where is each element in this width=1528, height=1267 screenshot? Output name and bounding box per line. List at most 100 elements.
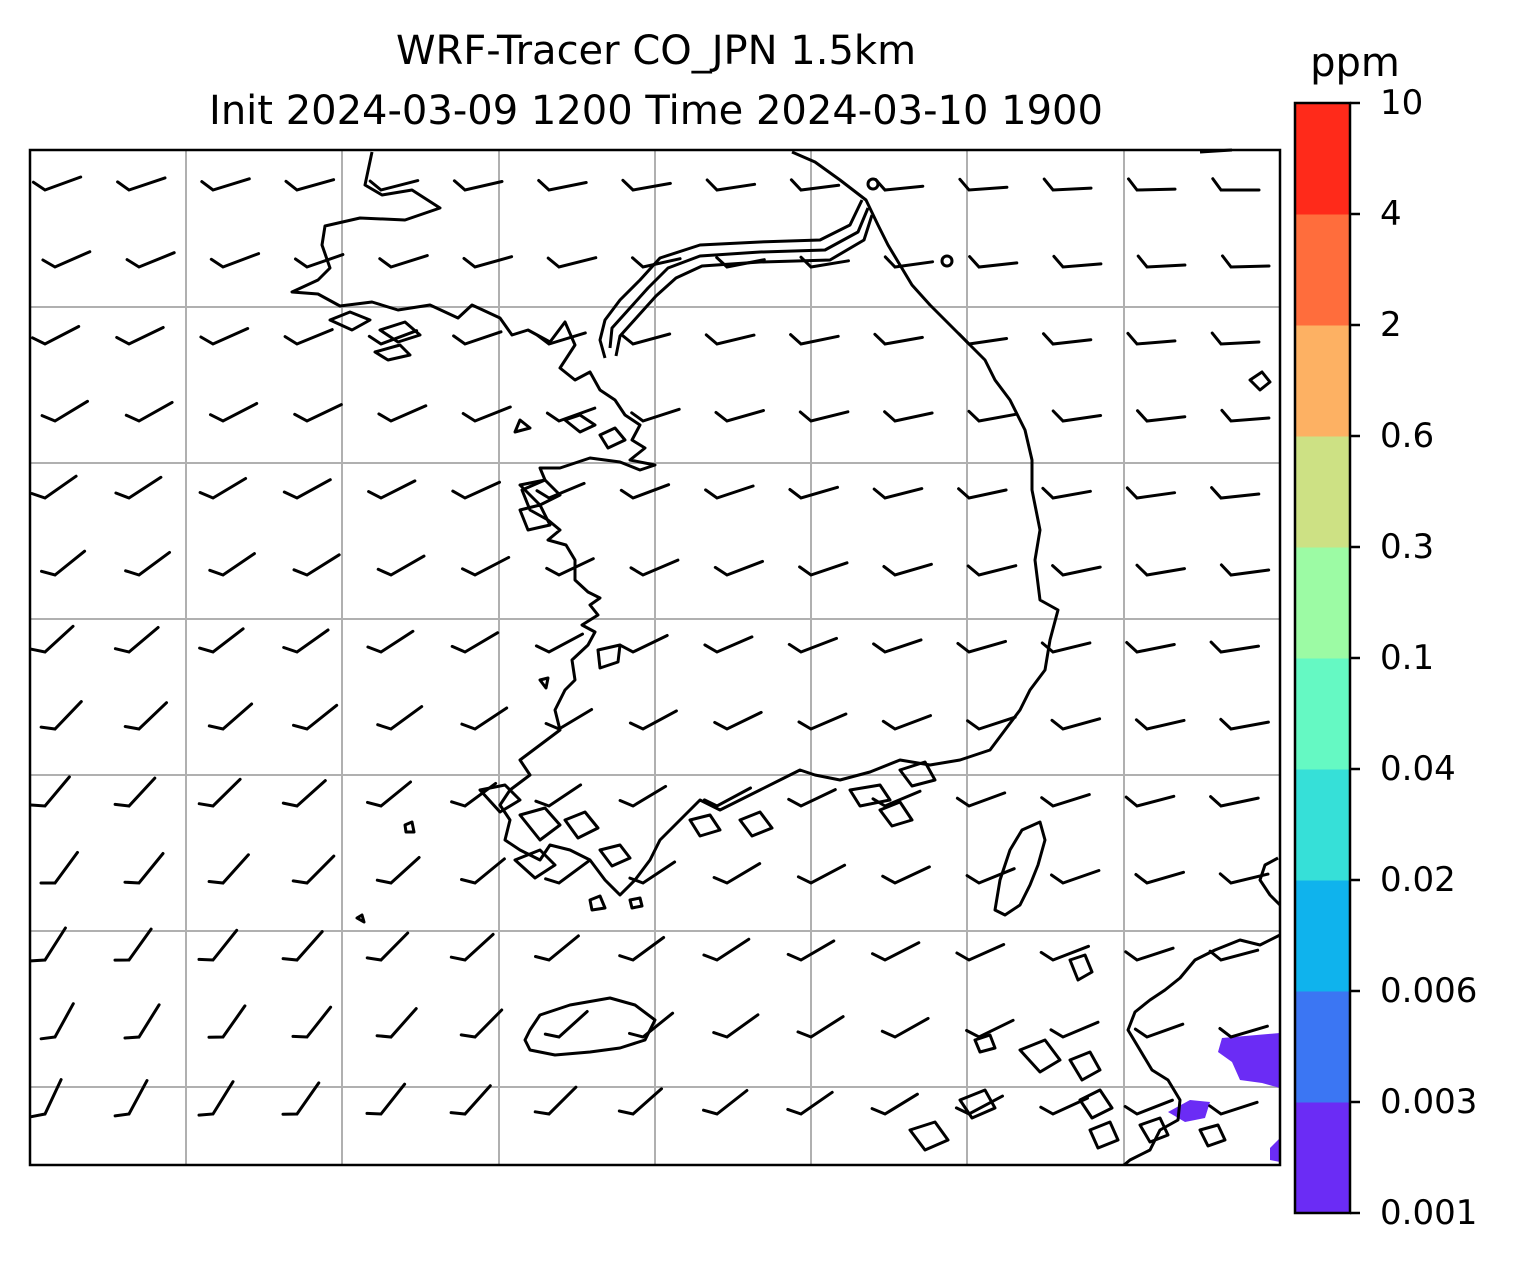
- colorbar-segment: [1295, 103, 1350, 215]
- wind-barb: [629, 558, 680, 577]
- wind-barb: [787, 788, 837, 808]
- colorbar-tick-label: 0.6: [1380, 416, 1435, 456]
- wind-barb: [198, 477, 248, 500]
- wind-barb: [449, 1084, 492, 1116]
- wind-barb: [787, 636, 838, 654]
- wind-barb: [282, 478, 332, 500]
- map-border: [28, 148, 1282, 1167]
- wind-barb: [1208, 948, 1260, 962]
- wind-barb: [798, 410, 850, 423]
- wind-barb: [200, 177, 251, 192]
- wind-barb: [797, 712, 848, 731]
- wind-barb: [546, 256, 598, 269]
- wind-barb: [536, 331, 587, 346]
- wind-barb: [123, 852, 165, 885]
- wind-barb: [967, 409, 1018, 423]
- wind-barb: [628, 709, 678, 731]
- colorbar-tick-label: 0.02: [1380, 860, 1456, 900]
- wind-barb: [365, 931, 410, 962]
- wind-barb: [543, 1010, 589, 1039]
- wind-barb: [208, 552, 256, 577]
- wind-barb: [545, 406, 597, 423]
- wind-barb: [292, 553, 341, 577]
- wind-barb: [789, 333, 840, 346]
- wind-barb: [533, 1085, 578, 1116]
- wind-barb: [113, 1079, 149, 1118]
- wind-barb: [293, 403, 343, 423]
- jeju-island: [523, 996, 657, 1057]
- wind-barb: [113, 776, 157, 808]
- wind-barb: [1210, 486, 1261, 500]
- wind-barb: [1210, 331, 1261, 346]
- wind-barb: [872, 638, 923, 654]
- northern-border: [598, 199, 864, 359]
- wind-barb: [1039, 944, 1090, 962]
- wind-barb: [366, 780, 412, 808]
- wind-barb: [207, 1004, 247, 1039]
- wind-barb: [459, 1008, 504, 1039]
- wind-barb: [796, 863, 847, 885]
- wind-barb: [1134, 718, 1186, 731]
- wind-barb: [1042, 177, 1093, 192]
- colorbar-tick-label: 0.006: [1380, 971, 1478, 1011]
- wind-barb: [113, 626, 160, 654]
- wind-barb: [368, 179, 420, 192]
- wind-barb: [124, 550, 171, 577]
- wind-barb: [452, 330, 503, 346]
- wind-barb: [1208, 1100, 1259, 1116]
- wind-barb: [461, 405, 512, 423]
- wind-barb: [1135, 563, 1186, 577]
- wind-barb: [882, 562, 933, 577]
- wind-barb: [789, 178, 841, 192]
- wind-barb: [535, 481, 586, 500]
- wind-barb: [619, 634, 669, 654]
- wind-barb: [1126, 331, 1177, 346]
- wind-barb: [294, 253, 345, 269]
- wind-barb: [376, 705, 424, 731]
- wind-barb: [1220, 408, 1271, 423]
- wind-barb: [125, 251, 176, 269]
- wind-barb: [123, 1003, 161, 1040]
- wind-barb: [872, 487, 924, 500]
- wind-barb: [1050, 717, 1102, 731]
- wind-barb: [881, 714, 932, 731]
- colorbar-tick-label: 4: [1380, 194, 1402, 234]
- wind-barb: [534, 934, 580, 962]
- wind-barb: [451, 480, 501, 500]
- wind-barb: [291, 854, 336, 885]
- wind-barb: [1040, 641, 1092, 654]
- wind-barb: [883, 255, 935, 269]
- wind-barb: [703, 635, 754, 654]
- chart-title-line2: Init 2024-03-09 1200 Time 2024-03-10 190…: [209, 88, 1103, 134]
- wind-barb: [209, 252, 261, 269]
- wind-barb: [956, 639, 1007, 654]
- wind-barb: [460, 706, 509, 731]
- wind-barb: [376, 554, 426, 577]
- wind-barb: [197, 777, 242, 808]
- wind-barb: [197, 928, 239, 962]
- wind-barb: [39, 1002, 75, 1041]
- colorbar-segment: [1295, 1102, 1350, 1214]
- wind-barb: [620, 332, 672, 346]
- colorbar-segment: [1295, 436, 1350, 548]
- wind-barb: [207, 702, 254, 731]
- colorbar-unit-label: ppm: [1310, 40, 1400, 86]
- wind-barb: [207, 853, 250, 885]
- wind-barb: [1050, 869, 1101, 885]
- wind-barb: [958, 177, 1009, 192]
- colorbar-tick-label: 0.003: [1380, 1082, 1478, 1122]
- wind-barb: [1209, 795, 1260, 808]
- wind-barb: [1127, 177, 1177, 192]
- wind-barb: [702, 786, 752, 808]
- wind-barb: [631, 256, 682, 269]
- colorbar: [1293, 101, 1360, 1215]
- wind-barb: [1049, 1020, 1100, 1039]
- wind-barb: [1125, 641, 1176, 654]
- wind-barb: [874, 178, 925, 192]
- wind-barb: [880, 1016, 930, 1039]
- wind-barb: [452, 179, 504, 192]
- wind-barb: [954, 1094, 1004, 1116]
- wind-barb: [786, 1090, 834, 1116]
- wind-barb: [31, 325, 81, 346]
- wind-barb: [618, 936, 666, 962]
